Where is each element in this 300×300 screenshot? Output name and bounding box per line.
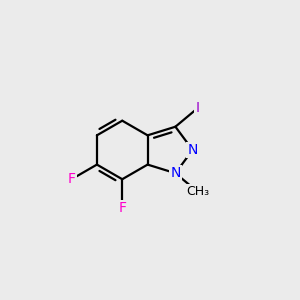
Text: CH₃: CH₃	[186, 185, 209, 198]
Text: F: F	[68, 172, 76, 186]
Text: F: F	[118, 202, 126, 215]
Text: N: N	[188, 143, 198, 157]
Text: I: I	[195, 101, 199, 116]
Text: N: N	[170, 166, 181, 180]
